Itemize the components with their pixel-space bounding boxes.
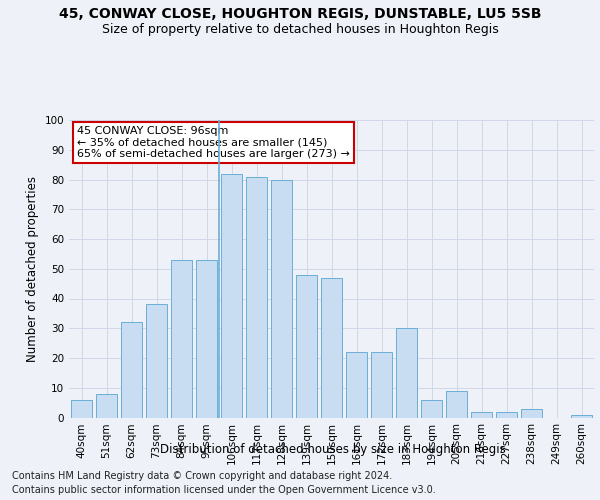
Bar [221,174,242,418]
Bar [171,260,192,418]
Bar [371,352,392,418]
Bar [146,304,167,418]
Bar [271,180,292,418]
Text: 45, CONWAY CLOSE, HOUGHTON REGIS, DUNSTABLE, LU5 5SB: 45, CONWAY CLOSE, HOUGHTON REGIS, DUNSTA… [59,8,541,22]
Text: Size of property relative to detached houses in Houghton Regis: Size of property relative to detached ho… [101,22,499,36]
Bar [446,390,467,417]
Bar [346,352,367,418]
Text: Contains HM Land Registry data © Crown copyright and database right 2024.: Contains HM Land Registry data © Crown c… [12,471,392,481]
Bar [396,328,417,418]
Bar [421,400,442,417]
Text: Contains public sector information licensed under the Open Government Licence v3: Contains public sector information licen… [12,485,436,495]
Text: 45 CONWAY CLOSE: 96sqm
← 35% of detached houses are smaller (145)
65% of semi-de: 45 CONWAY CLOSE: 96sqm ← 35% of detached… [77,126,350,159]
Y-axis label: Number of detached properties: Number of detached properties [26,176,39,362]
Bar [571,414,592,418]
Text: Distribution of detached houses by size in Houghton Regis: Distribution of detached houses by size … [160,442,506,456]
Bar [521,408,542,418]
Bar [296,274,317,418]
Bar [246,176,267,418]
Bar [96,394,117,417]
Bar [71,400,92,417]
Bar [471,412,492,418]
Bar [496,412,517,418]
Bar [196,260,217,418]
Bar [121,322,142,418]
Bar [321,278,342,418]
